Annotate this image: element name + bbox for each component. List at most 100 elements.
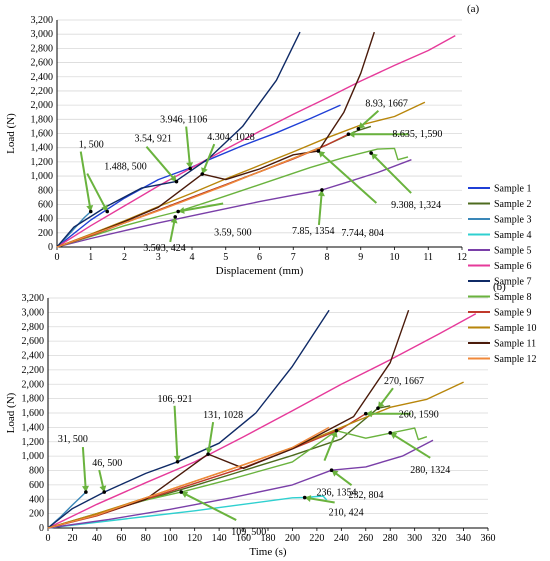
annotation-arrow (81, 446, 87, 493)
annotation-label: 8.635, 1,590 (392, 129, 442, 140)
x-tick-label: 120 (187, 533, 202, 544)
annotation-arrowhead (173, 455, 181, 462)
y-tick-label: 800 (38, 185, 53, 196)
y-tick-label: 3,000 (22, 307, 45, 318)
annotation-point (376, 406, 380, 410)
x-tick-label: 1 (88, 252, 93, 263)
y-tick-label: 0 (39, 523, 44, 534)
x-tick-label: 7 (291, 252, 296, 263)
annotation-point (388, 431, 393, 435)
y-tick-label: 2,400 (31, 72, 54, 83)
series-line-sample-4 (47, 495, 328, 529)
legend-label: Sample 10 (494, 323, 537, 334)
annotation-arrowhead (390, 432, 398, 439)
x-tick-label: 11 (423, 252, 433, 263)
legend-label: Sample 9 (494, 308, 532, 319)
annotation-point (174, 179, 179, 184)
x-tick-label: 360 (481, 533, 496, 544)
annotation-point (320, 188, 324, 192)
annotation-point (176, 209, 180, 214)
x-tick-label: 60 (116, 533, 126, 544)
annotation-label: 3.54, 921 (134, 134, 172, 145)
legend-label: Sample 7 (494, 277, 532, 288)
annotation-arrowhead (365, 410, 372, 418)
x-tick-label: 160 (236, 533, 251, 544)
x-tick-label: 3 (156, 252, 161, 263)
y-tick-label: 2,000 (22, 379, 45, 390)
annotation-point (102, 490, 107, 494)
y-tick-label: 1,800 (31, 114, 54, 125)
annotation-label: 3.946, 1106 (160, 115, 207, 126)
y-tick-label: 600 (38, 199, 53, 210)
y-tick-label: 200 (29, 509, 44, 520)
annotation-label: 4.304, 1028 (207, 132, 255, 143)
legend-label: Sample 5 (494, 246, 532, 257)
series-line-sample-11 (56, 31, 375, 248)
annotation-label: 31, 500 (58, 434, 88, 445)
x-tick-label: 280 (383, 533, 398, 544)
annotation-arrowhead (205, 447, 213, 455)
y-tick-label: 800 (29, 466, 44, 477)
y-tick-label: 400 (38, 214, 53, 225)
annotation-arrow (145, 146, 178, 183)
annotation-point (179, 490, 184, 494)
annotation-label: 7.85, 1354 (292, 226, 335, 237)
x-tick-label: 0 (55, 252, 60, 263)
annotation-label: 8.93, 1667 (365, 99, 408, 110)
x-tick-label: 5 (223, 252, 228, 263)
annotation-label: 3.59, 500 (214, 228, 252, 239)
x-tick-label: 20 (67, 533, 77, 544)
y-tick-label: 400 (29, 494, 44, 505)
annotation-point (105, 209, 110, 214)
annotation-label: 210, 424 (329, 508, 364, 519)
annotation-arrow (185, 126, 192, 169)
series-line-sample-10 (47, 381, 464, 529)
series-line-sample-5 (56, 159, 412, 248)
y-tick-label: 2,200 (22, 365, 45, 376)
annotation-point (88, 209, 93, 214)
x-tick-label: 2 (122, 252, 127, 263)
y-tick-label: 2,400 (22, 351, 45, 362)
annotation-label: 260, 1590 (399, 410, 439, 421)
annotation-point (200, 172, 205, 176)
annotation-arrow (180, 491, 237, 521)
series-line-sample-12 (56, 147, 321, 248)
annotation-arrow (79, 151, 92, 212)
annotation-arrowhead (331, 470, 339, 477)
legend-label: Sample 6 (494, 261, 532, 272)
annotation-arrow (317, 150, 378, 204)
y-tick-label: 1,000 (22, 451, 45, 462)
annotation-arrowhead (169, 174, 177, 182)
x-tick-label: 340 (456, 533, 471, 544)
annotation-arrowhead (371, 153, 378, 160)
x-tick-label: 6 (257, 252, 262, 263)
y-tick-label: 3,200 (22, 293, 45, 304)
annotation-arrow (370, 152, 412, 194)
annotation-arrowhead (317, 190, 325, 197)
x-tick-label: 200 (285, 533, 300, 544)
annotation-label: 236, 1354 (316, 488, 356, 499)
annotation-point (363, 411, 368, 416)
x-tick-label: 8 (325, 252, 330, 263)
x-tick-label: 40 (92, 533, 102, 544)
annotation-label: 1, 500 (79, 140, 104, 151)
annotation-arrowhead (101, 204, 108, 212)
x-axis-title: Time (s) (249, 546, 287, 558)
annotation-arrowhead (178, 207, 185, 214)
x-tick-label: 220 (309, 533, 324, 544)
annotation-point (302, 495, 307, 500)
y-tick-label: 3,000 (31, 29, 54, 40)
series-line-sample-6 (47, 313, 477, 529)
annotation-arrowhead (304, 495, 312, 502)
y-tick-label: 2,600 (31, 58, 54, 69)
annotation-label: 109, 500 (231, 527, 266, 538)
annotation-point (206, 452, 210, 456)
annotation-point (334, 428, 339, 433)
annotation-arrow (86, 173, 109, 212)
x-tick-label: 240 (334, 533, 349, 544)
x-tick-label: 4 (190, 252, 195, 263)
x-tick-label: 100 (163, 533, 178, 544)
annotation-point (188, 166, 192, 171)
x-tick-label: 9 (358, 252, 363, 263)
